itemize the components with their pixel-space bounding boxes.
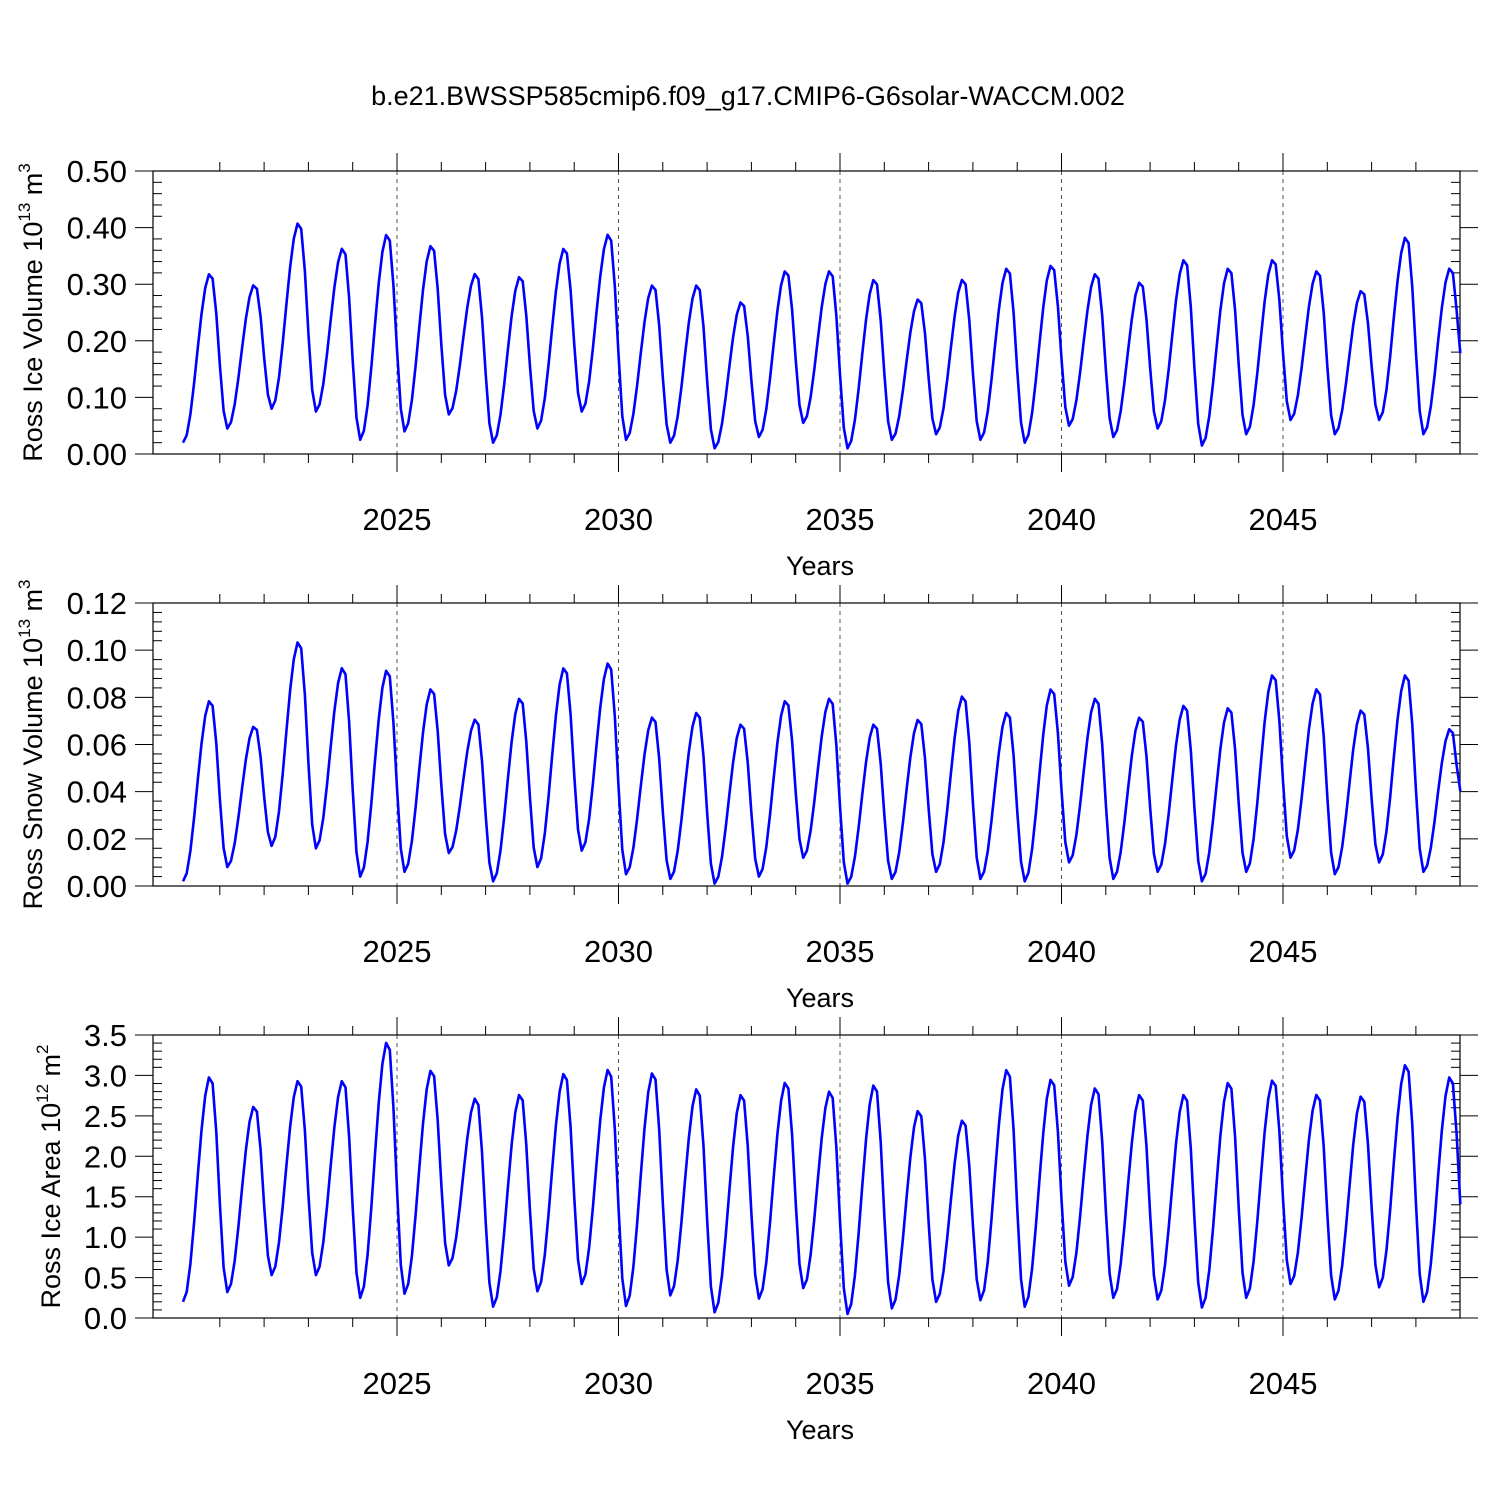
y-tick-label: 0.12 (67, 586, 127, 621)
y-tick-label: 0.04 (67, 775, 127, 810)
y-tick-label: 0.5 (84, 1261, 127, 1296)
x-axis-label: Years (786, 983, 854, 1013)
y-tick-label: 0.50 (67, 154, 127, 189)
y-tick-label: 0.08 (67, 680, 127, 715)
x-tick-label: 2040 (1027, 934, 1096, 969)
series-line (181, 222, 1462, 450)
panel-2: 2025 2030 2035 2040 2045 Years 0.00 0.02 0.04 0.0… (15, 579, 1478, 1013)
x-tick-label: 2045 (1249, 934, 1318, 969)
y-tick-label: 0.10 (67, 380, 127, 415)
y-axis-label: Ross Ice Area 1012 m2 (33, 1044, 66, 1308)
panel-3: 2025 2030 2035 2040 2045 Years 0.0 0.5 1.0 1.5 2.0… (33, 1017, 1478, 1445)
y-tick-label: 1.5 (84, 1180, 127, 1215)
y-axis-label: Ross Ice Volume 1013 m3 (15, 163, 48, 462)
y-tick-label: 0.00 (67, 437, 127, 472)
y-tick-label: 0.00 (67, 869, 127, 904)
y-tick-label: 0.10 (67, 633, 127, 668)
x-tick-label: 2035 (806, 502, 875, 537)
x-tick-label: 2025 (363, 1366, 432, 1401)
y-tick-label: 0.30 (67, 267, 127, 302)
x-tick-label: 2030 (584, 502, 653, 537)
x-tick-label: 2025 (363, 502, 432, 537)
y-tick-label: 1.0 (84, 1220, 127, 1255)
y-tick-label: 3.5 (84, 1018, 127, 1053)
y-tick-label: 0.06 (67, 728, 127, 763)
x-tick-label: 2030 (584, 934, 653, 969)
x-tick-label: 2030 (584, 1366, 653, 1401)
series-line (181, 1041, 1462, 1316)
x-tick-label: 2025 (363, 934, 432, 969)
x-tick-label: 2045 (1249, 1366, 1318, 1401)
y-tick-label: 2.0 (84, 1139, 127, 1174)
panel-1: 2025 2030 2035 2040 2045 Years 0.00 0.10 0.20 0.3… (15, 153, 1478, 581)
x-tick-label: 2045 (1249, 502, 1318, 537)
figure-title: b.e21.BWSSP585cmip6.f09_g17.CMIP6-G6sola… (371, 81, 1125, 111)
y-tick-label: 0.40 (67, 211, 127, 246)
y-axis-label: Ross Snow Volume 1013 m3 (15, 579, 48, 909)
x-axis-label: Years (786, 551, 854, 581)
x-tick-label: 2035 (806, 1366, 875, 1401)
y-tick-label: 2.5 (84, 1099, 127, 1134)
y-tick-label: 0.20 (67, 324, 127, 359)
x-tick-label: 2040 (1027, 1366, 1096, 1401)
y-tick-label: 0.0 (84, 1301, 127, 1336)
series-line (181, 641, 1462, 885)
y-tick-label: 3.0 (84, 1058, 127, 1093)
y-tick-label: 0.02 (67, 822, 127, 857)
plot-frame (152, 170, 1461, 455)
x-tick-label: 2035 (806, 934, 875, 969)
x-axis-label: Years (786, 1415, 854, 1445)
x-tick-label: 2040 (1027, 502, 1096, 537)
